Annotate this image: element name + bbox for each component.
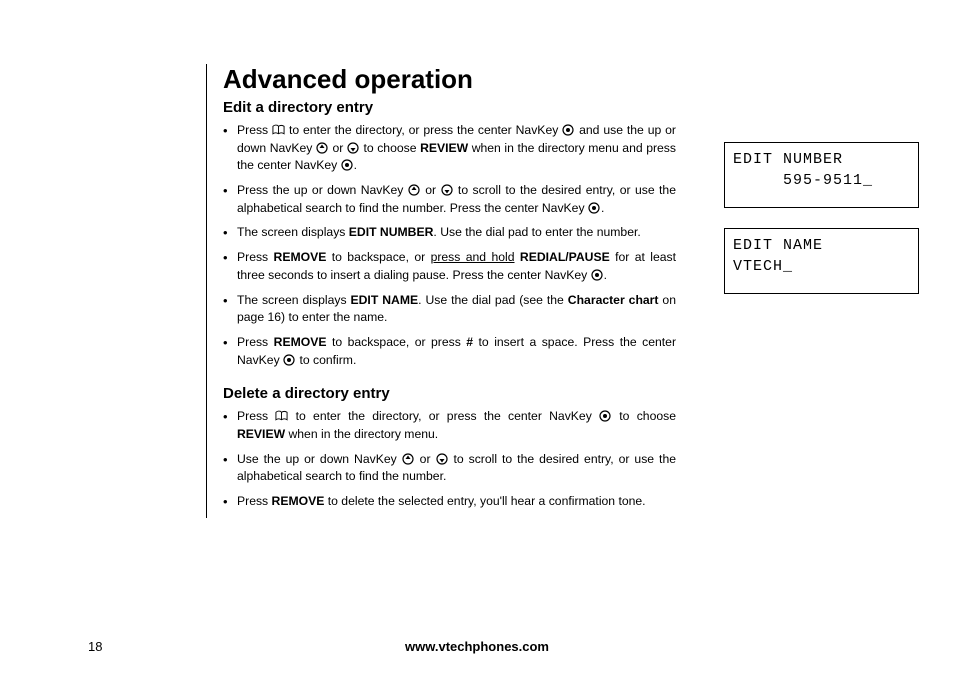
text: . <box>601 201 604 215</box>
text: to backspace, or press <box>326 335 466 349</box>
navkey-down-icon <box>441 184 454 196</box>
edit-bullet-2: Press the up or down NavKey or to scroll… <box>223 182 676 217</box>
navkey-center-icon <box>591 269 604 281</box>
edit-bullet-3: The screen displays EDIT NUMBER. Use the… <box>223 224 676 242</box>
text: The screen displays <box>237 293 351 307</box>
edit-bullet-6: Press REMOVE to backspace, or press # to… <box>223 334 676 369</box>
underline-text: press and hold <box>431 250 515 264</box>
lcd-edit-number: EDIT NUMBER 595-9511_ <box>724 142 919 208</box>
text: to backspace, or <box>326 250 430 264</box>
edit-heading: Edit a directory entry <box>223 99 676 116</box>
bold-text: Character chart <box>568 293 659 307</box>
delete-bullet-1: Press to enter the directory, or press t… <box>223 408 676 443</box>
navkey-center-icon <box>283 354 296 366</box>
lcd-edit-name: EDIT NAME VTECH_ <box>724 228 919 294</box>
bold-text: REMOVE <box>272 494 325 508</box>
text: when in the directory menu. <box>285 427 438 441</box>
navkey-center-icon <box>599 410 612 422</box>
footer-url: www.vtechphones.com <box>0 639 954 654</box>
text: . Use the dial pad (see the <box>418 293 568 307</box>
book-icon <box>272 124 285 136</box>
text: to choose <box>360 141 420 155</box>
lcd-line: VTECH_ <box>733 258 793 275</box>
lcd-line: EDIT NUMBER <box>733 151 843 168</box>
bold-text: EDIT NUMBER <box>349 225 434 239</box>
navkey-down-icon <box>347 142 360 154</box>
delete-bullet-2: Use the up or down NavKey or to scroll t… <box>223 451 676 486</box>
navkey-center-icon <box>341 159 354 171</box>
bold-text: REMOVE <box>274 250 327 264</box>
text: or <box>329 141 347 155</box>
text: to delete the selected entry, you'll hea… <box>324 494 645 508</box>
edit-bullet-4: Press REMOVE to backspace, or press and … <box>223 249 676 284</box>
navkey-up-icon <box>316 142 329 154</box>
text: Press the up or down NavKey <box>237 183 408 197</box>
text: Press <box>237 409 275 423</box>
text: or <box>415 452 436 466</box>
lcd-line: 595-9511_ <box>733 172 873 189</box>
text: Use the up or down NavKey <box>237 452 402 466</box>
navkey-up-icon <box>408 184 421 196</box>
text: . Use the dial pad to enter the number. <box>433 225 640 239</box>
delete-heading: Delete a directory entry <box>223 385 676 402</box>
bold-text: REVIEW <box>420 141 468 155</box>
bold-text: REMOVE <box>274 335 327 349</box>
text: to enter the directory, or press the cen… <box>285 123 562 137</box>
bold-text: REVIEW <box>237 427 285 441</box>
text: Press <box>237 250 274 264</box>
manual-page: Advanced operation Edit a directory entr… <box>88 24 908 644</box>
bold-text: EDIT NAME <box>351 293 419 307</box>
text: Press <box>237 494 272 508</box>
text: . <box>354 158 357 172</box>
navkey-down-icon <box>436 453 449 465</box>
bold-text: REDIAL/PAUSE <box>520 250 610 264</box>
lcd-line: EDIT NAME <box>733 237 823 254</box>
navkey-center-icon <box>588 202 601 214</box>
edit-bullet-1: Press to enter the directory, or press t… <box>223 122 676 175</box>
page-title: Advanced operation <box>223 64 676 95</box>
text: to enter the directory, or press the cen… <box>288 409 599 423</box>
text: to choose <box>612 409 676 423</box>
delete-bullets: Press to enter the directory, or press t… <box>223 408 676 510</box>
navkey-center-icon <box>562 124 575 136</box>
text: Press <box>237 123 272 137</box>
edit-bullet-5: The screen displays EDIT NAME. Use the d… <box>223 292 676 327</box>
text: . <box>604 268 607 282</box>
book-icon <box>275 410 288 422</box>
navkey-up-icon <box>402 453 415 465</box>
edit-bullets: Press to enter the directory, or press t… <box>223 122 676 369</box>
text: or <box>421 183 441 197</box>
text: to confirm. <box>296 353 356 367</box>
delete-bullet-3: Press REMOVE to delete the selected entr… <box>223 493 676 511</box>
content-column: Advanced operation Edit a directory entr… <box>206 64 676 518</box>
text: The screen displays <box>237 225 349 239</box>
text: Press <box>237 335 274 349</box>
